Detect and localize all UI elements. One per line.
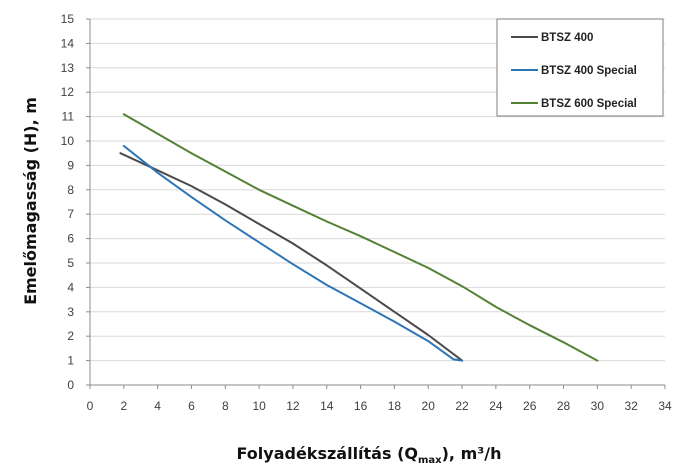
x-tick-label-22: 22	[455, 399, 469, 413]
series-lines	[119, 113, 599, 362]
x-axis-title-main: Folyadékszállítás (Q	[237, 444, 418, 463]
y-tick-label-9: 9	[67, 158, 74, 172]
y-tick-label-3: 3	[67, 305, 74, 319]
legend-label-2: BTSZ 400 Special	[541, 65, 637, 77]
legend: BTSZ 400 BTSZ 400 Special BTSZ 600 Special	[496, 18, 664, 117]
x-tick-label-0: 0	[87, 399, 94, 413]
y-tick-label-10: 10	[61, 134, 75, 148]
legend-label-1: BTSZ 400	[541, 32, 593, 44]
x-axis-title: Folyadékszállítás (Qmax), m³/h	[237, 444, 502, 466]
y-tick-label-8: 8	[67, 183, 74, 197]
x-axis-title-unit: ), m³/h	[442, 444, 502, 463]
x-tick-label-10: 10	[252, 399, 266, 413]
y-tick-label-1: 1	[67, 354, 74, 368]
x-tick-label-6: 6	[188, 399, 195, 413]
legend-box	[496, 18, 664, 117]
x-axis-title-subscript: max	[418, 455, 442, 466]
x-tick-labels: 0 2 4 6 8 10 12 14 16 18 20 22 24 26 28 30 32 34	[87, 399, 672, 413]
x-tick-label-24: 24	[489, 399, 503, 413]
x-tick-label-34: 34	[658, 399, 672, 413]
y-tick-label-11: 11	[62, 110, 75, 124]
x-tick-label-32: 32	[624, 399, 638, 413]
x-tick-label-2: 2	[120, 399, 127, 413]
x-tick-label-26: 26	[523, 399, 537, 413]
y-tick-label-5: 5	[67, 256, 74, 270]
y-tick-label-12: 12	[61, 85, 75, 99]
x-tick-label-16: 16	[354, 399, 368, 413]
y-tick-label-13: 13	[61, 61, 75, 75]
x-tick-label-20: 20	[422, 399, 436, 413]
x-tick-label-28: 28	[557, 399, 571, 413]
y-tick-label-7: 7	[67, 207, 74, 221]
x-tick-label-4: 4	[154, 399, 161, 413]
series-line-2	[122, 144, 464, 362]
y-tick-label-6: 6	[67, 232, 74, 246]
y-tick-label-2: 2	[67, 329, 74, 343]
series-line-3	[122, 113, 599, 362]
y-tick-label-0: 0	[67, 378, 74, 392]
x-tick-label-30: 30	[591, 399, 605, 413]
series-line-1	[119, 152, 464, 362]
x-tick-label-18: 18	[388, 399, 402, 413]
legend-label-3: BTSZ 600 Special	[541, 98, 637, 110]
x-tick-label-14: 14	[320, 399, 334, 413]
axes	[86, 18, 666, 389]
y-tick-label-15: 15	[61, 12, 75, 26]
y-axis-title: Emelőmagasság (H), m	[21, 97, 40, 305]
x-tick-label-8: 8	[222, 399, 229, 413]
x-tick-label-12: 12	[286, 399, 300, 413]
y-tick-label-4: 4	[67, 280, 74, 294]
y-tick-label-14: 14	[61, 36, 75, 50]
